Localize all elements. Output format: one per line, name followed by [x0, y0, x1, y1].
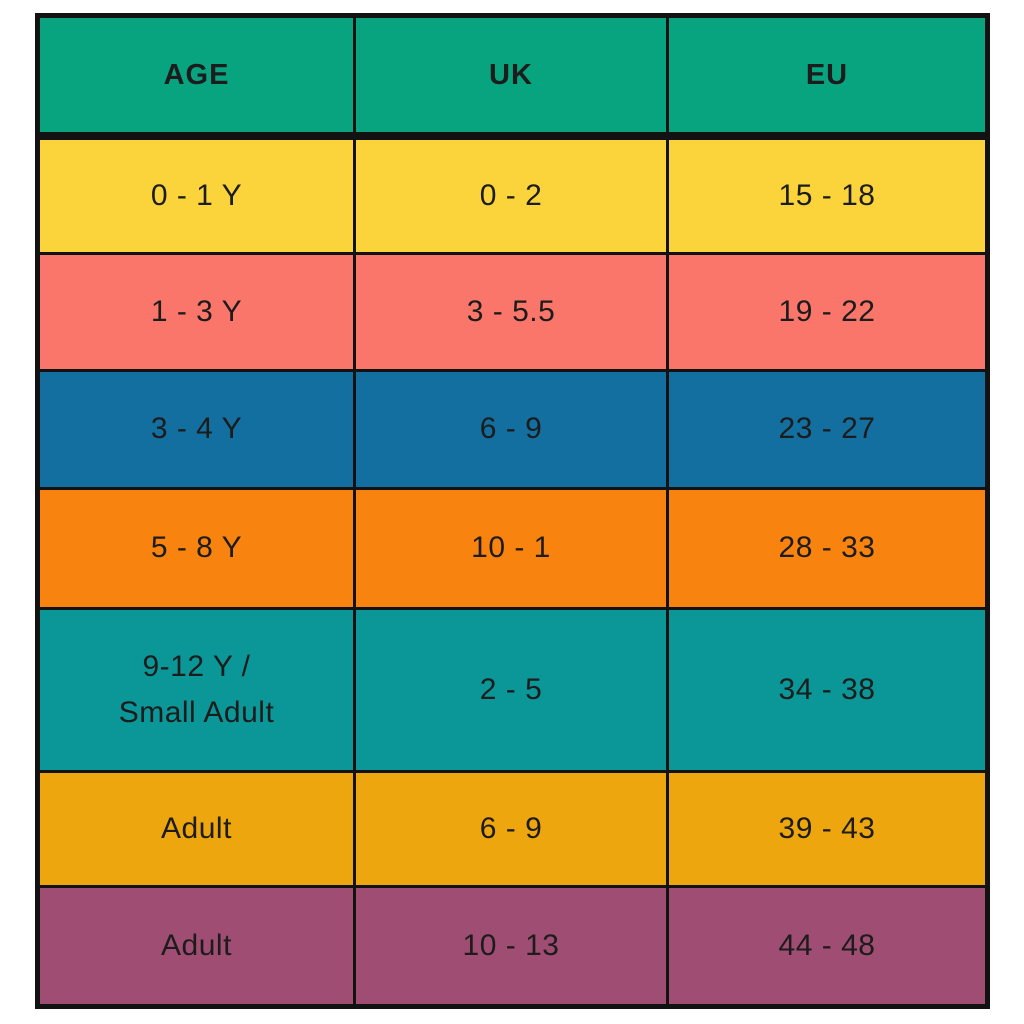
uk-size-cell: 2 - 5 — [356, 610, 666, 770]
uk-size-cell: 6 - 9 — [356, 773, 666, 885]
column-header-age: AGE — [40, 18, 353, 132]
uk-size-cell: 6 - 9 — [356, 372, 666, 487]
age-cell: 1 - 3 Y — [40, 255, 353, 369]
age-cell: Adult — [40, 888, 353, 1004]
size-chart: AGE UK EU 0 - 1 Y 0 - 2 15 - 18 1 - 3 Y … — [35, 13, 990, 1009]
age-cell: 5 - 8 Y — [40, 490, 353, 607]
eu-size-cell: 23 - 27 — [669, 372, 985, 487]
uk-size-cell: 3 - 5.5 — [356, 255, 666, 369]
column-header-eu: EU — [669, 18, 985, 132]
eu-size-cell: 44 - 48 — [669, 888, 985, 1004]
eu-size-cell: 28 - 33 — [669, 490, 985, 607]
age-cell: 0 - 1 Y — [40, 140, 353, 252]
size-table: AGE UK EU 0 - 1 Y 0 - 2 15 - 18 1 - 3 Y … — [35, 13, 990, 1009]
eu-size-cell: 15 - 18 — [669, 140, 985, 252]
eu-size-cell: 39 - 43 — [669, 773, 985, 885]
uk-size-cell: 10 - 1 — [356, 490, 666, 607]
eu-size-cell: 34 - 38 — [669, 610, 985, 770]
uk-size-cell: 0 - 2 — [356, 140, 666, 252]
age-cell: Adult — [40, 773, 353, 885]
eu-size-cell: 19 - 22 — [669, 255, 985, 369]
age-cell: 3 - 4 Y — [40, 372, 353, 487]
column-header-uk: UK — [356, 18, 666, 132]
uk-size-cell: 10 - 13 — [356, 888, 666, 1004]
header-separator-rule — [40, 135, 985, 137]
age-cell: 9-12 Y / Small Adult — [40, 610, 353, 770]
